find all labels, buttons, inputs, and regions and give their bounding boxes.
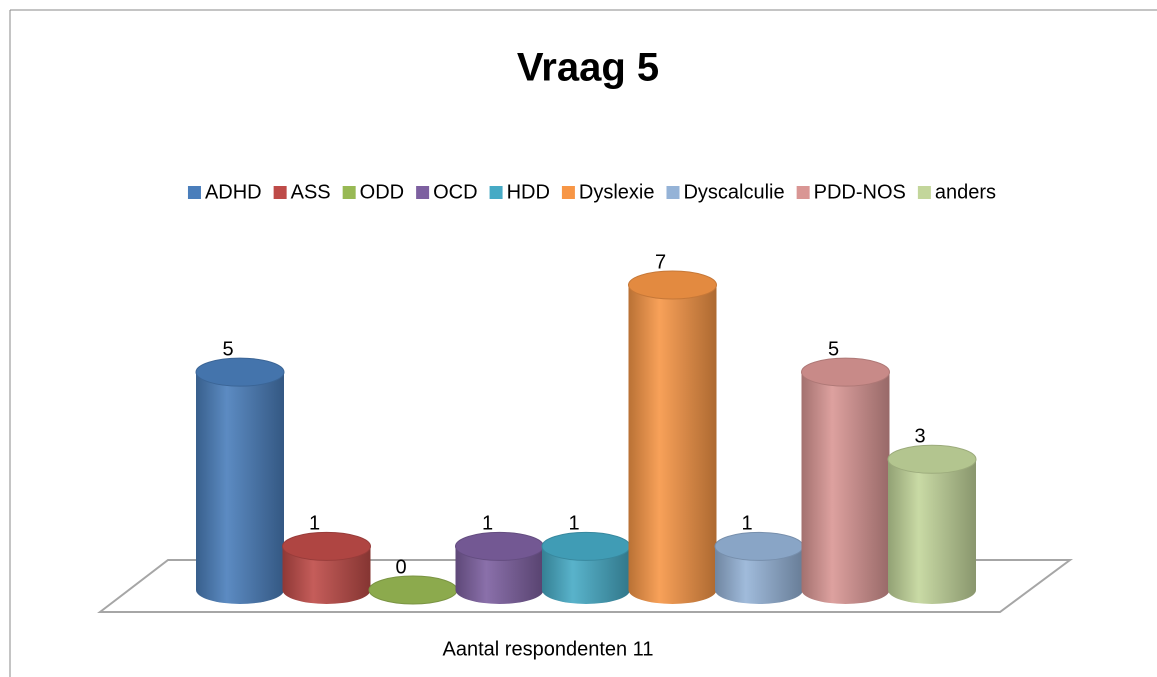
legend-swatch bbox=[796, 186, 810, 199]
cylinder-body bbox=[282, 546, 371, 605]
data-label: 7 bbox=[655, 251, 666, 273]
chart-title: Vraag 5 bbox=[517, 46, 659, 90]
cylinder-body bbox=[196, 372, 284, 604]
legend-label: ASS bbox=[291, 181, 331, 203]
legend-label: anders bbox=[935, 181, 996, 203]
data-label: 5 bbox=[828, 338, 839, 360]
legend-label: Dyscalculie bbox=[683, 181, 784, 203]
data-label: 0 bbox=[395, 556, 406, 578]
data-label: 1 bbox=[568, 513, 579, 535]
cylinder-top bbox=[801, 357, 890, 387]
cylinder-top bbox=[455, 531, 544, 561]
data-label: 1 bbox=[482, 513, 493, 535]
cylinder-top bbox=[628, 270, 717, 300]
legend-swatch bbox=[273, 186, 287, 199]
legend-label: HDD bbox=[507, 181, 550, 203]
cylinder-top bbox=[282, 531, 371, 561]
legend-label: Dyslexie bbox=[579, 181, 655, 203]
cylinder-top bbox=[541, 531, 631, 561]
data-label: 5 bbox=[222, 338, 233, 360]
data-label: 1 bbox=[741, 513, 752, 535]
legend-swatch bbox=[666, 186, 680, 199]
cylinder-top bbox=[887, 444, 977, 474]
data-label: 3 bbox=[914, 426, 925, 448]
cylinder-top bbox=[368, 575, 458, 605]
legend-label: ODD bbox=[360, 181, 404, 203]
cylinder-body bbox=[628, 285, 717, 605]
legend-label: ADHD bbox=[205, 181, 262, 203]
legend-label: OCD bbox=[433, 181, 477, 203]
legend-swatch bbox=[561, 186, 575, 199]
legend-swatch bbox=[489, 186, 503, 199]
cylinder-top bbox=[195, 357, 285, 387]
cylinder-body bbox=[542, 546, 630, 604]
cylinder-body bbox=[888, 459, 976, 604]
data-label: 1 bbox=[309, 513, 320, 535]
cylinder-body bbox=[801, 372, 890, 605]
cylinder-body bbox=[455, 546, 544, 605]
x-tick-label: Aantal respondenten 11 bbox=[443, 638, 654, 660]
cylinder-top bbox=[714, 531, 804, 561]
legend-swatch bbox=[416, 186, 430, 199]
legend-label: PDD-NOS bbox=[814, 181, 906, 203]
cylinder-body bbox=[715, 546, 803, 604]
legend-swatch bbox=[917, 186, 931, 199]
legend-swatch bbox=[187, 186, 201, 199]
legend-swatch bbox=[342, 186, 356, 199]
